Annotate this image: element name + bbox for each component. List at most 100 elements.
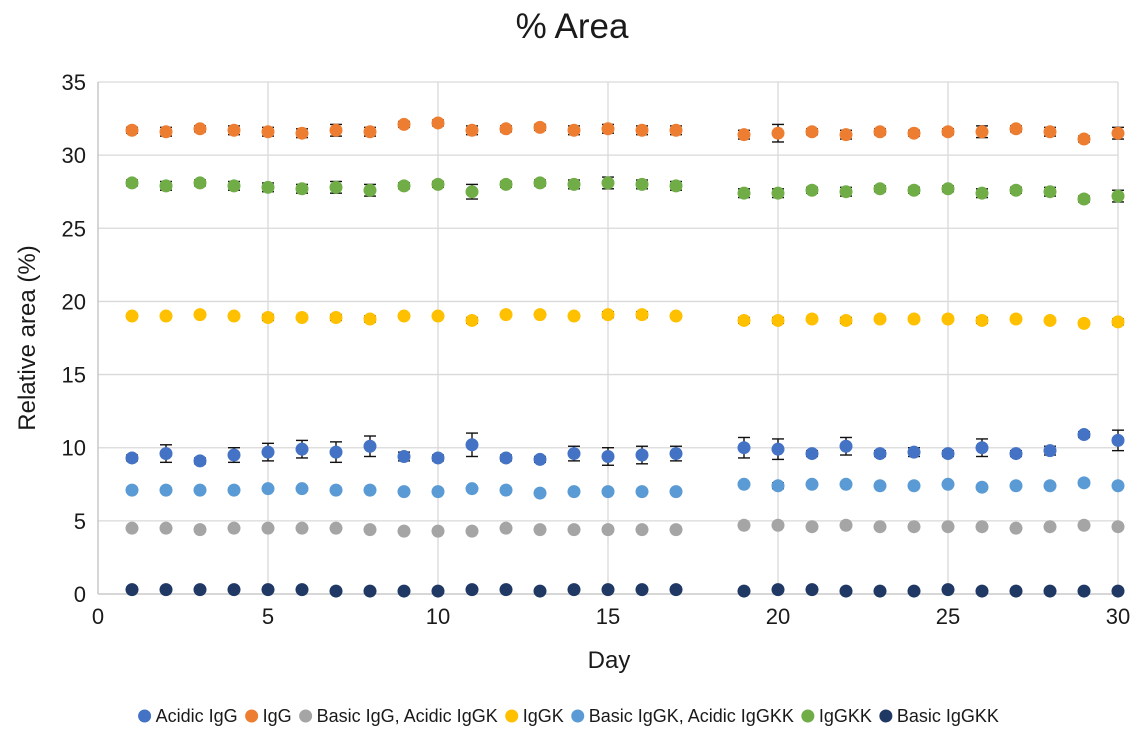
data-point: [295, 521, 309, 535]
data-point: [533, 523, 547, 537]
data-point: [363, 312, 377, 326]
data-point: [261, 482, 275, 496]
data-point: [1043, 444, 1057, 458]
x-tick-label: 30: [1106, 604, 1130, 629]
data-point: [295, 126, 309, 140]
data-point: [907, 445, 921, 459]
data-point: [771, 126, 785, 140]
data-point: [499, 451, 513, 465]
data-point: [227, 521, 241, 535]
data-point: [125, 521, 139, 535]
data-point: [159, 447, 173, 461]
data-point: [329, 483, 343, 497]
y-tick-label: 0: [74, 582, 86, 607]
data-point: [771, 479, 785, 493]
data-point: [567, 123, 581, 137]
data-point: [805, 447, 819, 461]
data-point: [669, 179, 683, 193]
data-point: [907, 520, 921, 534]
data-point: [431, 584, 445, 598]
data-point: [601, 583, 615, 597]
data-point: [1111, 126, 1125, 140]
data-point: [601, 485, 615, 499]
data-point: [567, 309, 581, 323]
data-point: [975, 313, 989, 327]
data-point: [397, 524, 411, 538]
series-acidic-igg: [125, 428, 1125, 468]
data-point: [159, 309, 173, 323]
data-point: [1043, 125, 1057, 139]
data-point: [635, 485, 649, 499]
data-point: [227, 309, 241, 323]
data-point: [1077, 132, 1091, 146]
data-point: [805, 183, 819, 197]
data-point: [397, 485, 411, 499]
data-point: [193, 122, 207, 136]
legend-label: Basic IgGK, Acidic IgGKK: [589, 706, 794, 726]
data-point: [1009, 183, 1023, 197]
legend-marker: [801, 709, 815, 723]
data-point: [941, 125, 955, 139]
legend-marker: [879, 709, 893, 723]
data-point: [737, 186, 751, 200]
data-point: [771, 518, 785, 532]
data-point: [941, 182, 955, 196]
data-point: [227, 483, 241, 497]
data-point: [533, 308, 547, 322]
data-point: [669, 583, 683, 597]
data-marks: [125, 116, 1125, 598]
data-point: [873, 584, 887, 598]
data-point: [941, 312, 955, 326]
data-point: [227, 179, 241, 193]
data-point: [1043, 479, 1057, 493]
data-point: [125, 451, 139, 465]
legend-item: Acidic IgG: [138, 706, 238, 726]
data-point: [1043, 313, 1057, 327]
data-point: [805, 583, 819, 597]
data-point: [465, 123, 479, 137]
data-point: [907, 584, 921, 598]
data-point: [295, 182, 309, 196]
data-point: [805, 520, 819, 534]
data-point: [567, 177, 581, 191]
data-point: [567, 523, 581, 537]
data-point: [125, 123, 139, 137]
data-point: [737, 477, 751, 491]
data-point: [975, 186, 989, 200]
data-point: [499, 521, 513, 535]
data-point: [1111, 479, 1125, 493]
data-point: [329, 311, 343, 325]
data-point: [635, 523, 649, 537]
data-point: [329, 521, 343, 535]
data-point: [907, 479, 921, 493]
data-point: [431, 485, 445, 499]
data-point: [261, 521, 275, 535]
x-tick-label: 5: [262, 604, 274, 629]
data-point: [601, 176, 615, 190]
data-point: [533, 120, 547, 134]
data-point: [431, 451, 445, 465]
data-point: [1077, 518, 1091, 532]
data-point: [1111, 189, 1125, 203]
series-iggkk: [125, 176, 1125, 206]
data-point: [1111, 433, 1125, 447]
data-point: [329, 180, 343, 194]
data-point: [329, 445, 343, 459]
data-point: [669, 123, 683, 137]
data-point: [771, 313, 785, 327]
data-point: [839, 584, 853, 598]
data-point: [907, 183, 921, 197]
data-point: [193, 308, 207, 322]
x-axis-label: Day: [588, 647, 631, 674]
chart-title: % Area: [516, 7, 629, 46]
y-tick-label: 20: [62, 289, 86, 314]
data-point: [975, 441, 989, 455]
data-point: [159, 583, 173, 597]
data-point: [499, 308, 513, 322]
data-point: [601, 122, 615, 136]
legend-marker: [571, 709, 585, 723]
data-point: [261, 180, 275, 194]
data-point: [261, 445, 275, 459]
data-point: [1009, 312, 1023, 326]
data-point: [465, 185, 479, 199]
